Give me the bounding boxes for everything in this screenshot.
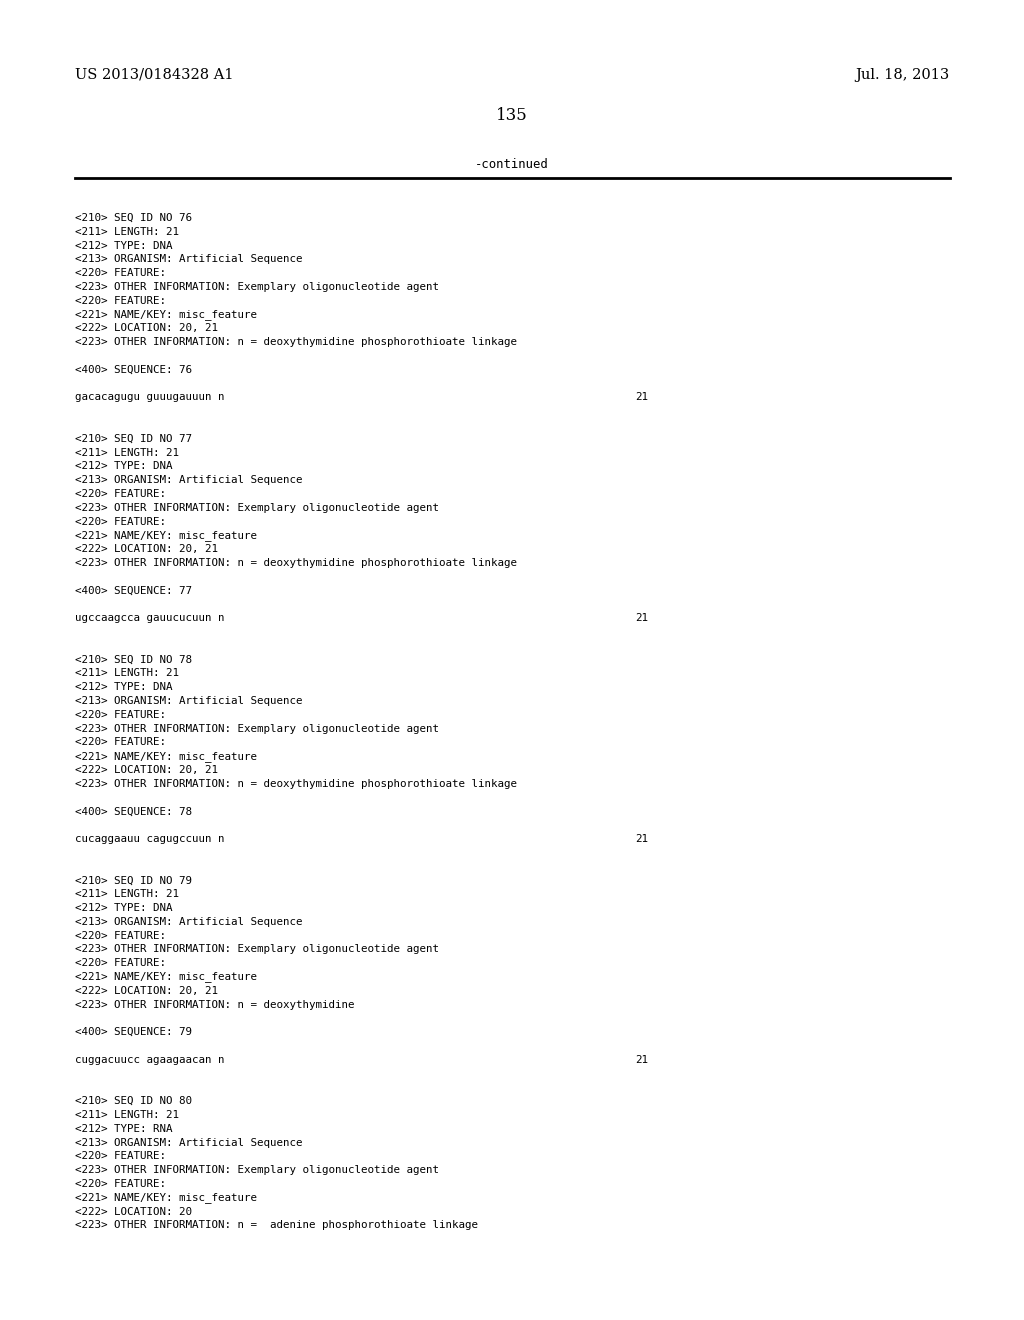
Text: 21: 21 <box>635 614 648 623</box>
Text: <213> ORGANISM: Artificial Sequence: <213> ORGANISM: Artificial Sequence <box>75 475 302 486</box>
Text: <213> ORGANISM: Artificial Sequence: <213> ORGANISM: Artificial Sequence <box>75 917 302 927</box>
Text: <221> NAME/KEY: misc_feature: <221> NAME/KEY: misc_feature <box>75 751 257 762</box>
Text: <223> OTHER INFORMATION: n = deoxythymidine phosphorothioate linkage: <223> OTHER INFORMATION: n = deoxythymid… <box>75 337 517 347</box>
Text: <210> SEQ ID NO 79: <210> SEQ ID NO 79 <box>75 875 193 886</box>
Text: <211> LENGTH: 21: <211> LENGTH: 21 <box>75 1110 179 1119</box>
Text: <210> SEQ ID NO 77: <210> SEQ ID NO 77 <box>75 434 193 444</box>
Text: <221> NAME/KEY: misc_feature: <221> NAME/KEY: misc_feature <box>75 309 257 319</box>
Text: -continued: -continued <box>475 158 549 172</box>
Text: <220> FEATURE:: <220> FEATURE: <box>75 268 166 279</box>
Text: <212> TYPE: RNA: <212> TYPE: RNA <box>75 1123 172 1134</box>
Text: <211> LENGTH: 21: <211> LENGTH: 21 <box>75 227 179 236</box>
Text: <222> LOCATION: 20, 21: <222> LOCATION: 20, 21 <box>75 766 218 775</box>
Text: cucaggaauu cagugccuun n: cucaggaauu cagugccuun n <box>75 834 224 843</box>
Text: <213> ORGANISM: Artificial Sequence: <213> ORGANISM: Artificial Sequence <box>75 1138 302 1147</box>
Text: <220> FEATURE:: <220> FEATURE: <box>75 958 166 968</box>
Text: <211> LENGTH: 21: <211> LENGTH: 21 <box>75 447 179 458</box>
Text: <220> FEATURE:: <220> FEATURE: <box>75 488 166 499</box>
Text: <210> SEQ ID NO 76: <210> SEQ ID NO 76 <box>75 213 193 223</box>
Text: <400> SEQUENCE: 77: <400> SEQUENCE: 77 <box>75 586 193 595</box>
Text: <212> TYPE: DNA: <212> TYPE: DNA <box>75 462 172 471</box>
Text: <223> OTHER INFORMATION: Exemplary oligonucleotide agent: <223> OTHER INFORMATION: Exemplary oligo… <box>75 503 439 512</box>
Text: <210> SEQ ID NO 80: <210> SEQ ID NO 80 <box>75 1096 193 1106</box>
Text: US 2013/0184328 A1: US 2013/0184328 A1 <box>75 69 233 82</box>
Text: <220> FEATURE:: <220> FEATURE: <box>75 738 166 747</box>
Text: <222> LOCATION: 20, 21: <222> LOCATION: 20, 21 <box>75 986 218 995</box>
Text: <222> LOCATION: 20: <222> LOCATION: 20 <box>75 1206 193 1217</box>
Text: <213> ORGANISM: Artificial Sequence: <213> ORGANISM: Artificial Sequence <box>75 255 302 264</box>
Text: <222> LOCATION: 20, 21: <222> LOCATION: 20, 21 <box>75 323 218 334</box>
Text: ugccaagcca gauucucuun n: ugccaagcca gauucucuun n <box>75 614 224 623</box>
Text: gacacagugu guuugauuun n: gacacagugu guuugauuun n <box>75 392 224 403</box>
Text: <221> NAME/KEY: misc_feature: <221> NAME/KEY: misc_feature <box>75 529 257 541</box>
Text: <223> OTHER INFORMATION: n = deoxythymidine phosphorothioate linkage: <223> OTHER INFORMATION: n = deoxythymid… <box>75 558 517 568</box>
Text: <220> FEATURE:: <220> FEATURE: <box>75 1179 166 1189</box>
Text: <210> SEQ ID NO 78: <210> SEQ ID NO 78 <box>75 655 193 664</box>
Text: <223> OTHER INFORMATION: n = deoxythymidine: <223> OTHER INFORMATION: n = deoxythymid… <box>75 999 354 1010</box>
Text: 135: 135 <box>496 107 528 124</box>
Text: <223> OTHER INFORMATION: Exemplary oligonucleotide agent: <223> OTHER INFORMATION: Exemplary oligo… <box>75 723 439 734</box>
Text: <212> TYPE: DNA: <212> TYPE: DNA <box>75 682 172 692</box>
Text: <212> TYPE: DNA: <212> TYPE: DNA <box>75 240 172 251</box>
Text: <211> LENGTH: 21: <211> LENGTH: 21 <box>75 890 179 899</box>
Text: <213> ORGANISM: Artificial Sequence: <213> ORGANISM: Artificial Sequence <box>75 696 302 706</box>
Text: <211> LENGTH: 21: <211> LENGTH: 21 <box>75 668 179 678</box>
Text: <400> SEQUENCE: 76: <400> SEQUENCE: 76 <box>75 364 193 375</box>
Text: 21: 21 <box>635 834 648 843</box>
Text: <221> NAME/KEY: misc_feature: <221> NAME/KEY: misc_feature <box>75 972 257 982</box>
Text: Jul. 18, 2013: Jul. 18, 2013 <box>856 69 950 82</box>
Text: <223> OTHER INFORMATION: Exemplary oligonucleotide agent: <223> OTHER INFORMATION: Exemplary oligo… <box>75 282 439 292</box>
Text: <220> FEATURE:: <220> FEATURE: <box>75 1151 166 1162</box>
Text: <223> OTHER INFORMATION: Exemplary oligonucleotide agent: <223> OTHER INFORMATION: Exemplary oligo… <box>75 1166 439 1175</box>
Text: cuggacuucc agaagaacan n: cuggacuucc agaagaacan n <box>75 1055 224 1065</box>
Text: 21: 21 <box>635 1055 648 1065</box>
Text: <220> FEATURE:: <220> FEATURE: <box>75 516 166 527</box>
Text: <220> FEATURE:: <220> FEATURE: <box>75 931 166 941</box>
Text: 21: 21 <box>635 392 648 403</box>
Text: <222> LOCATION: 20, 21: <222> LOCATION: 20, 21 <box>75 544 218 554</box>
Text: <220> FEATURE:: <220> FEATURE: <box>75 296 166 306</box>
Text: <223> OTHER INFORMATION: n =  adenine phosphorothioate linkage: <223> OTHER INFORMATION: n = adenine pho… <box>75 1221 478 1230</box>
Text: <400> SEQUENCE: 78: <400> SEQUENCE: 78 <box>75 807 193 816</box>
Text: <221> NAME/KEY: misc_feature: <221> NAME/KEY: misc_feature <box>75 1192 257 1204</box>
Text: <220> FEATURE:: <220> FEATURE: <box>75 710 166 719</box>
Text: <212> TYPE: DNA: <212> TYPE: DNA <box>75 903 172 913</box>
Text: <400> SEQUENCE: 79: <400> SEQUENCE: 79 <box>75 1027 193 1038</box>
Text: <223> OTHER INFORMATION: n = deoxythymidine phosphorothioate linkage: <223> OTHER INFORMATION: n = deoxythymid… <box>75 779 517 789</box>
Text: <223> OTHER INFORMATION: Exemplary oligonucleotide agent: <223> OTHER INFORMATION: Exemplary oligo… <box>75 944 439 954</box>
